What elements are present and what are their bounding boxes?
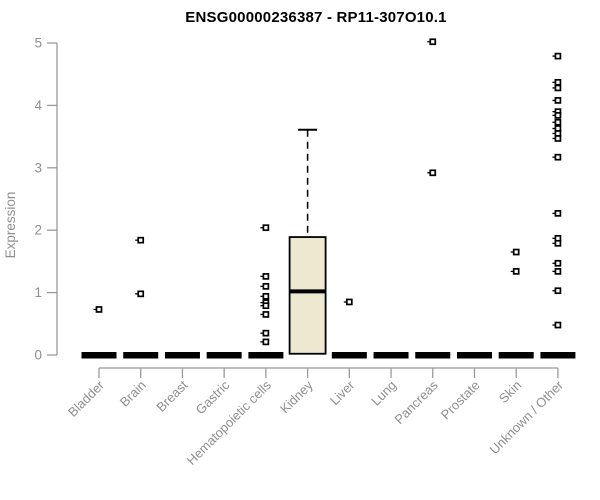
x-tick-label-pancreas: Pancreas	[391, 377, 441, 427]
outlier-point-unknown-other	[554, 287, 562, 295]
zero-bar-liver	[331, 352, 367, 359]
outlier-point-hematopoietic-cells	[262, 292, 270, 300]
y-tick-label: 3	[34, 160, 42, 175]
outlier-point-hematopoietic-cells	[262, 273, 270, 280]
outlier-point-hematopoietic-cells	[262, 302, 270, 310]
zero-bar-pancreas	[415, 352, 451, 359]
x-tick-label-liver: Liver	[327, 377, 358, 408]
outlier-point-bladder	[95, 306, 103, 313]
outlier-point-liver	[345, 298, 353, 306]
outlier-point-brain	[137, 236, 145, 244]
y-tick-label: 4	[34, 98, 42, 113]
outlier-point-unknown-other	[554, 112, 562, 119]
x-tick-label-skin: Skin	[496, 378, 524, 406]
zero-bar-skin	[498, 352, 534, 359]
outlier-point-unknown-other	[554, 259, 562, 267]
outlier-point-unknown-other	[554, 135, 562, 142]
outlier-point-unknown-other	[554, 97, 562, 104]
outlier-point-brain	[137, 290, 145, 298]
zero-bar-brain	[123, 352, 159, 359]
outlier-point-hematopoietic-cells	[262, 224, 270, 232]
zero-bar-lung	[373, 352, 409, 359]
y-tick-label: 0	[34, 348, 42, 363]
x-tick-label-breast: Breast	[153, 377, 190, 414]
outlier-point-unknown-other	[554, 321, 562, 329]
box-kidney	[288, 236, 327, 355]
outlier-point-skin	[512, 248, 520, 256]
outlier-point-unknown-other	[554, 52, 562, 60]
x-tick-label-kidney: Kidney	[277, 377, 316, 416]
outlier-point-hematopoietic-cells	[262, 311, 270, 318]
outlier-point-hematopoietic-cells	[262, 283, 270, 290]
outlier-point-unknown-other	[554, 268, 562, 275]
x-tick-label-unknown-other: Unknown / Other	[486, 377, 566, 457]
outlier-point-pancreas	[429, 38, 437, 46]
x-tick-label-lung: Lung	[368, 378, 399, 409]
outlier-point-skin	[512, 268, 520, 275]
x-tick-label-gastric: Gastric	[193, 377, 233, 417]
y-axis-label: Expression	[3, 192, 18, 259]
outlier-point-unknown-other	[554, 84, 562, 92]
chart-title: ENSG00000236387 - RP11-307O10.1	[185, 9, 446, 26]
outlier-point-unknown-other	[554, 210, 562, 217]
x-tick-label-prostate: Prostate	[438, 378, 483, 423]
zero-bar-bladder	[81, 352, 117, 359]
zero-bar-unknown-other	[540, 352, 576, 359]
y-tick-label: 1	[34, 285, 42, 300]
outlier-point-unknown-other	[554, 78, 562, 86]
zero-bar-gastric	[206, 352, 242, 359]
x-tick-label-brain: Brain	[117, 378, 149, 410]
outlier-point-hematopoietic-cells	[262, 329, 270, 337]
zero-bar-hematopoietic-cells	[248, 352, 284, 359]
x-tick-label-bladder: Bladder	[65, 377, 108, 420]
outlier-point-unknown-other	[554, 118, 562, 126]
outlier-point-unknown-other	[554, 153, 562, 161]
y-tick-label: 2	[34, 223, 42, 238]
outlier-point-hematopoietic-cells	[262, 338, 270, 346]
zero-bar-breast	[164, 352, 200, 359]
outlier-point-unknown-other	[554, 239, 562, 247]
y-tick-label: 5	[34, 36, 42, 51]
outlier-point-pancreas	[429, 169, 437, 177]
zero-bar-prostate	[456, 352, 492, 359]
